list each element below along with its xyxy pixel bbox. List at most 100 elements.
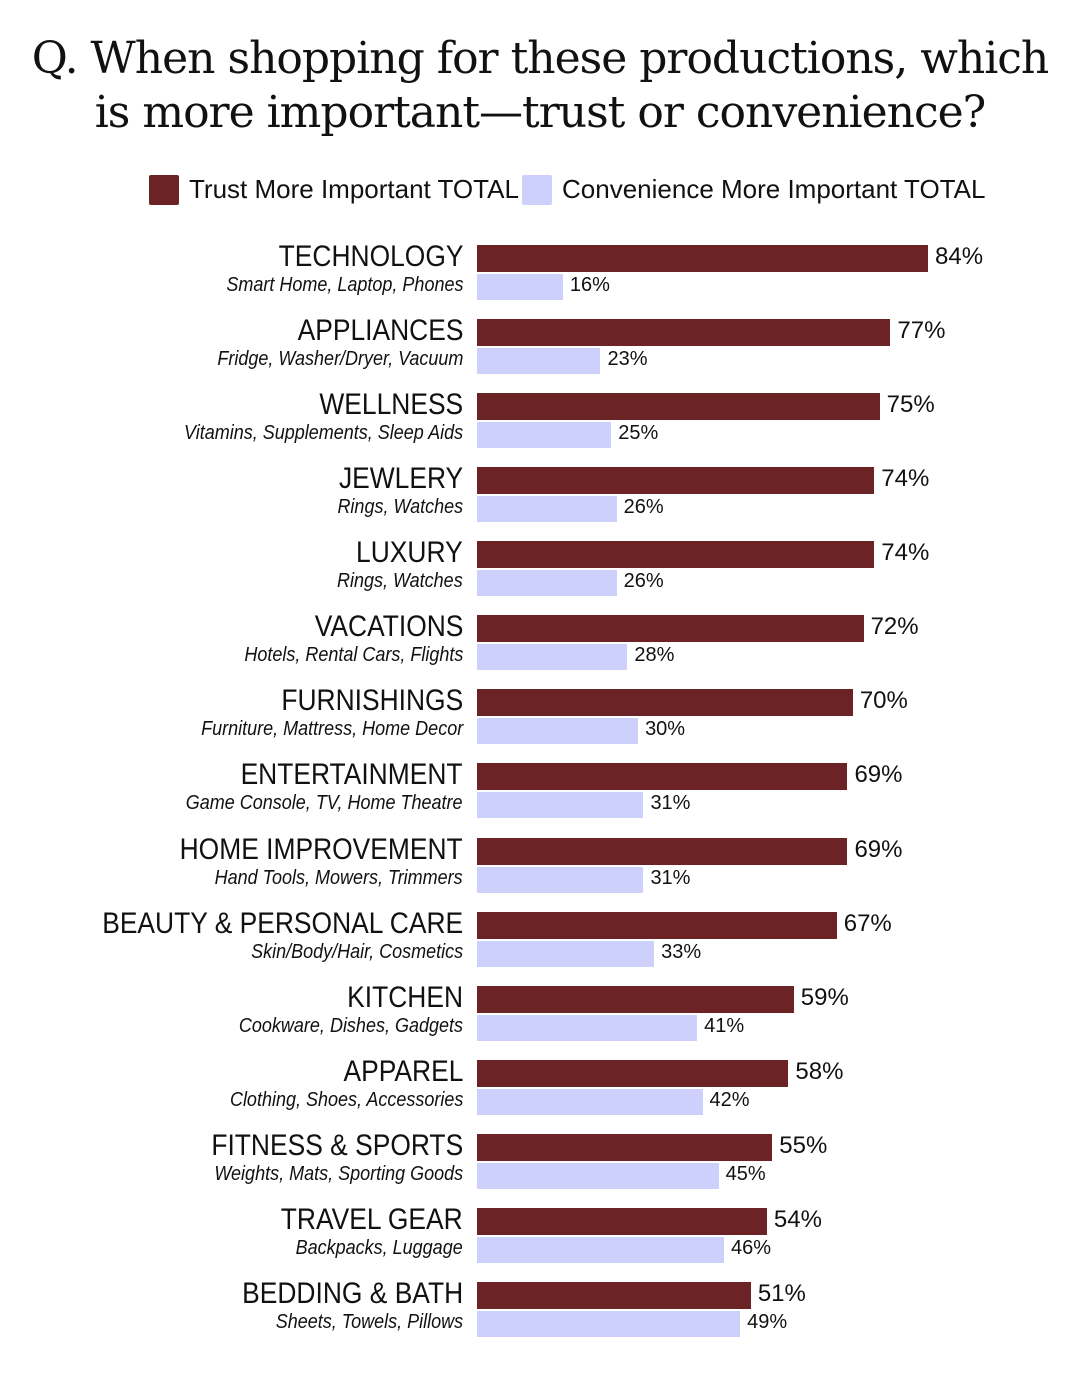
category-name: LUXURY bbox=[356, 536, 463, 570]
data-label-trust: 75% bbox=[886, 391, 935, 419]
legend-swatch-convenience bbox=[522, 174, 552, 205]
data-label-trust: 59% bbox=[800, 983, 849, 1011]
category-label: WELLNESS Vitamins, Supplements, Sleep Aid… bbox=[153, 389, 463, 445]
data-label-convenience: 28% bbox=[634, 644, 675, 667]
category-name: HOME IMPROVEMENT bbox=[179, 832, 463, 866]
category-subtitle: Hotels, Rental Cars, Flights bbox=[243, 644, 463, 667]
bar-trust bbox=[477, 319, 891, 347]
category-subtitle: Game Console, TV, Home Theatre bbox=[186, 792, 463, 815]
category-label: BEAUTY & PERSONAL CARE Skin/Body/Hair, Co… bbox=[53, 906, 463, 964]
category-name: FURNISHINGS bbox=[281, 684, 463, 718]
legend-item-convenience: Convenience More Important TOTAL bbox=[522, 174, 985, 205]
title-line-2: is more important—trust or convenience? bbox=[94, 87, 987, 138]
bar-convenience bbox=[477, 1014, 698, 1041]
category-name: FITNESS & SPORTS bbox=[211, 1128, 463, 1162]
bar-trust bbox=[477, 763, 848, 791]
data-label-convenience: 30% bbox=[645, 718, 686, 741]
bar-convenience bbox=[477, 718, 639, 745]
category-subtitle: Backpacks, Luggage bbox=[295, 1236, 463, 1259]
category-name: ENTERTAINMENT bbox=[241, 758, 463, 792]
category-name: JEWLERY bbox=[338, 462, 463, 496]
data-label-convenience: 31% bbox=[650, 792, 691, 815]
category-name: TRAVEL GEAR bbox=[281, 1202, 463, 1236]
data-label-trust: 70% bbox=[859, 687, 908, 715]
legend-swatch-trust bbox=[149, 174, 179, 205]
legend-label-trust: Trust More Important TOTAL bbox=[189, 174, 519, 204]
data-label-convenience: 33% bbox=[661, 940, 702, 963]
category-name: TECHNOLOGY bbox=[278, 240, 463, 273]
data-label-trust: 74% bbox=[881, 539, 930, 567]
legend-item-trust: Trust More Important TOTAL bbox=[149, 174, 519, 205]
bar-trust bbox=[477, 837, 848, 865]
bar-convenience bbox=[477, 644, 628, 671]
data-label-convenience: 26% bbox=[623, 570, 664, 593]
category-label: HOME IMPROVEMENT Hand Tools, Mowers, Trim… bbox=[141, 832, 463, 890]
bar-trust bbox=[477, 689, 853, 717]
category-label: JEWLERY Rings, Watches bbox=[322, 463, 463, 519]
category-subtitle: Furniture, Mattress, Home Decor bbox=[200, 718, 463, 741]
category-subtitle: Skin/Body/Hair, Cosmetics bbox=[250, 940, 463, 963]
bar-trust bbox=[477, 1207, 767, 1235]
category-name: WELLNESS bbox=[319, 388, 463, 422]
bar-convenience bbox=[477, 570, 617, 597]
bar-convenience bbox=[477, 274, 563, 300]
bar-convenience bbox=[477, 348, 601, 375]
data-label-trust: 69% bbox=[854, 835, 903, 863]
data-label-trust: 54% bbox=[773, 1205, 822, 1233]
category-subtitle: Vitamins, Supplements, Sleep Aids bbox=[183, 422, 463, 445]
data-label-trust: 67% bbox=[843, 909, 892, 937]
category-subtitle: Fridge, Washer/Dryer, Vacuum bbox=[216, 348, 463, 371]
bar-trust bbox=[477, 911, 837, 939]
category-label: FURNISHINGS Furniture, Mattress, Home Dec… bbox=[172, 685, 463, 741]
category-label: BEDDING & BATH Sheets, Towels, Pillows bbox=[212, 1276, 463, 1334]
bar-trust bbox=[477, 985, 794, 1013]
category-subtitle: Rings, Watches bbox=[337, 496, 463, 519]
bar-trust bbox=[477, 467, 875, 495]
data-label-convenience: 25% bbox=[618, 422, 659, 445]
data-label-trust: 74% bbox=[881, 465, 930, 493]
category-label: KITCHEN Cookware, Dishes, Gadgets bbox=[214, 981, 463, 1038]
data-label-convenience: 23% bbox=[607, 348, 648, 371]
data-label-trust: 51% bbox=[757, 1279, 806, 1307]
data-label-convenience: 46% bbox=[730, 1236, 771, 1259]
bar-convenience bbox=[477, 1236, 724, 1263]
data-label-convenience: 42% bbox=[709, 1088, 750, 1111]
category-name: BEDDING & BATH bbox=[241, 1276, 463, 1310]
category-label: APPLIANCES Fridge, Washer/Dryer, Vacuum bbox=[190, 315, 463, 371]
bar-convenience bbox=[477, 422, 612, 449]
title-line-1: Q. When shopping for these productions, … bbox=[31, 33, 1050, 84]
category-subtitle: Hand Tools, Mowers, Trimmers bbox=[214, 866, 463, 889]
category-label: LUXURY Rings, Watches bbox=[323, 537, 463, 593]
category-label: ENTERTAINMENT Game Console, TV, Home Thea… bbox=[155, 759, 463, 815]
category-label: FITNESS & SPORTS Weights, Mats, Sporting … bbox=[177, 1128, 463, 1186]
bar-trust bbox=[477, 615, 864, 643]
bar-convenience bbox=[477, 1088, 703, 1115]
bar-convenience bbox=[477, 940, 655, 967]
bar-convenience bbox=[477, 866, 644, 893]
category-subtitle: Smart Home, Laptop, Phones bbox=[225, 274, 463, 296]
bar-convenience bbox=[477, 496, 617, 523]
data-label-convenience: 41% bbox=[704, 1014, 745, 1037]
bar-trust bbox=[477, 393, 880, 421]
category-name: APPAREL bbox=[343, 1054, 463, 1088]
category-label: VACATIONS Hotels, Rental Cars, Flights bbox=[220, 611, 463, 667]
data-label-trust: 69% bbox=[854, 761, 903, 789]
category-name: BEAUTY & PERSONAL CARE bbox=[102, 906, 463, 940]
bar-trust bbox=[477, 1059, 789, 1087]
category-name: VACATIONS bbox=[314, 610, 463, 644]
data-label-trust: 84% bbox=[935, 243, 984, 270]
data-label-trust: 55% bbox=[779, 1131, 828, 1159]
bar-trust bbox=[477, 1133, 773, 1161]
category-name: APPLIANCES bbox=[297, 314, 463, 348]
category-subtitle: Weights, Mats, Sporting Goods bbox=[214, 1162, 463, 1185]
category-subtitle: Clothing, Shoes, Accessories bbox=[229, 1088, 463, 1111]
category-subtitle: Cookware, Dishes, Gadgets bbox=[238, 1014, 463, 1037]
data-label-trust: 72% bbox=[870, 613, 919, 641]
category-label: TECHNOLOGY Smart Home, Laptop, Phones bbox=[200, 241, 463, 297]
category-subtitle: Sheets, Towels, Pillows bbox=[275, 1310, 463, 1333]
data-label-trust: 58% bbox=[795, 1057, 844, 1085]
data-label-convenience: 31% bbox=[650, 866, 691, 889]
data-label-convenience: 49% bbox=[747, 1310, 788, 1333]
bar-trust bbox=[477, 245, 928, 272]
